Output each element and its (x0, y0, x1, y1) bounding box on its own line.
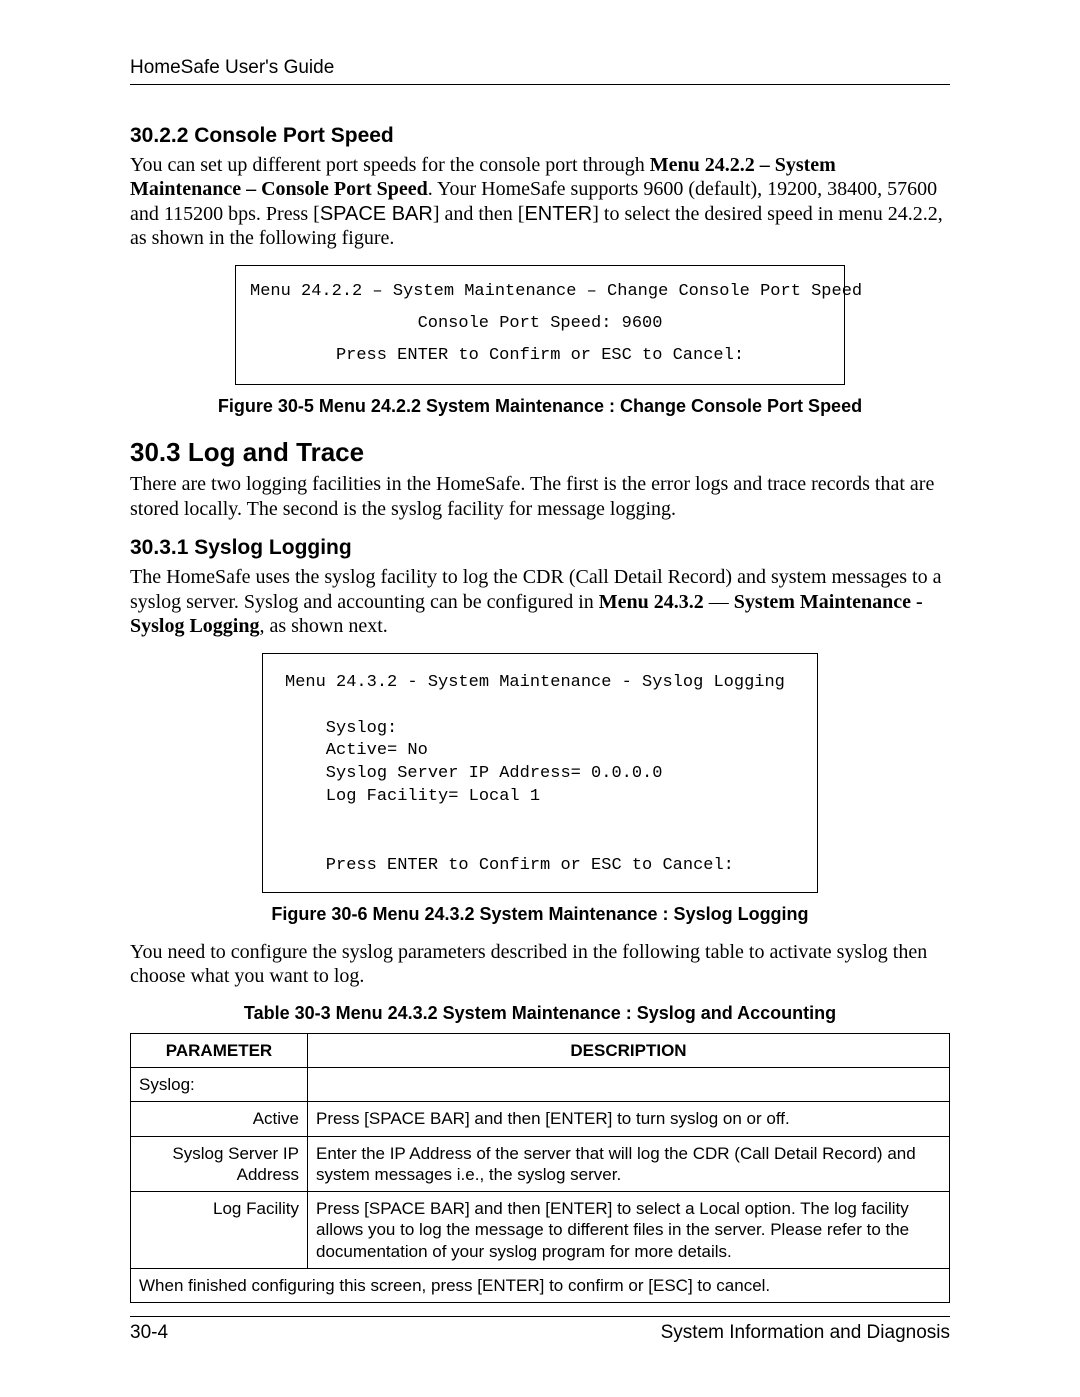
menu-line: Syslog Server IP Address= 0.0.0.0 (285, 764, 662, 783)
page-number: 30-4 (130, 1321, 168, 1345)
para-303: There are two logging facilities in the … (130, 472, 950, 521)
page-footer: 30-4 System Information and Diagnosis (130, 1316, 950, 1345)
menu-line: Press ENTER to Confirm or ESC to Cancel: (285, 856, 734, 875)
table-header-row: PARAMETER DESCRIPTION (131, 1033, 950, 1067)
figure-caption-306: Figure 30-6 Menu 24.3.2 System Maintenan… (130, 903, 950, 926)
col-description: DESCRIPTION (308, 1033, 950, 1067)
key-enter: ENTER (524, 203, 592, 225)
syslog-menu-box: Menu 24.3.2 - System Maintenance - Syslo… (262, 653, 818, 893)
table-row: Syslog: (131, 1068, 950, 1102)
menu-line: Syslog: (285, 719, 397, 738)
desc-cell: Press [SPACE BAR] and then [ENTER] to tu… (308, 1102, 950, 1136)
param-cell: Syslog: (131, 1068, 308, 1102)
text: — (704, 591, 734, 613)
menu-line: Log Facility= Local 1 (285, 787, 540, 806)
desc-cell (308, 1068, 950, 1102)
table-row: Active Press [SPACE BAR] and then [ENTER… (131, 1102, 950, 1136)
menu-ref: Menu 24.3.2 (599, 591, 704, 613)
console-menu-box: Menu 24.2.2 – System Maintenance – Chang… (235, 265, 845, 386)
text: ] and then [ (433, 203, 525, 225)
table-row: Syslog Server IP Address Enter the IP Ad… (131, 1136, 950, 1192)
desc-cell: Enter the IP Address of the server that … (308, 1136, 950, 1192)
menu-line: Active= No (285, 741, 428, 760)
table-caption-303: Table 30-3 Menu 24.3.2 System Maintenanc… (130, 1002, 950, 1025)
menu-line: Press ENTER to Confirm or ESC to Cancel: (336, 346, 744, 365)
syslog-params-table: PARAMETER DESCRIPTION Syslog: Active Pre… (130, 1033, 950, 1303)
desc-cell: Press [SPACE BAR] and then [ENTER] to se… (308, 1192, 950, 1269)
param-cell: Active (131, 1102, 308, 1136)
text: , as shown next. (259, 615, 387, 637)
text: You can set up different port speeds for… (130, 154, 650, 176)
param-cell: Syslog Server IP Address (131, 1136, 308, 1192)
heading-3031: 30.3.1 Syslog Logging (130, 535, 950, 561)
menu-line: Menu 24.3.2 - System Maintenance - Syslo… (285, 673, 785, 692)
heading-303: 30.3 Log and Trace (130, 436, 950, 469)
figure-caption-305: Figure 30-5 Menu 24.2.2 System Maintenan… (130, 395, 950, 418)
heading-3022: 30.2.2 Console Port Speed (130, 123, 950, 149)
menu-line: Menu 24.2.2 – System Maintenance – Chang… (250, 282, 862, 301)
running-head: HomeSafe User's Guide (130, 56, 950, 85)
col-parameter: PARAMETER (131, 1033, 308, 1067)
table-row: When finished configuring this screen, p… (131, 1268, 950, 1302)
key-spacebar: SPACE BAR (320, 203, 433, 225)
footer-cell: When finished configuring this screen, p… (131, 1268, 950, 1302)
para-3031: The HomeSafe uses the syslog facility to… (130, 565, 950, 638)
para-after-fig306: You need to configure the syslog paramet… (130, 940, 950, 989)
para-3022: You can set up different port speeds for… (130, 153, 950, 251)
table-row: Log Facility Press [SPACE BAR] and then … (131, 1192, 950, 1269)
page: HomeSafe User's Guide 30.2.2 Console Por… (0, 0, 1080, 1397)
menu-line: Console Port Speed: 9600 (418, 314, 663, 333)
footer-title: System Information and Diagnosis (661, 1321, 950, 1345)
param-cell: Log Facility (131, 1192, 308, 1269)
